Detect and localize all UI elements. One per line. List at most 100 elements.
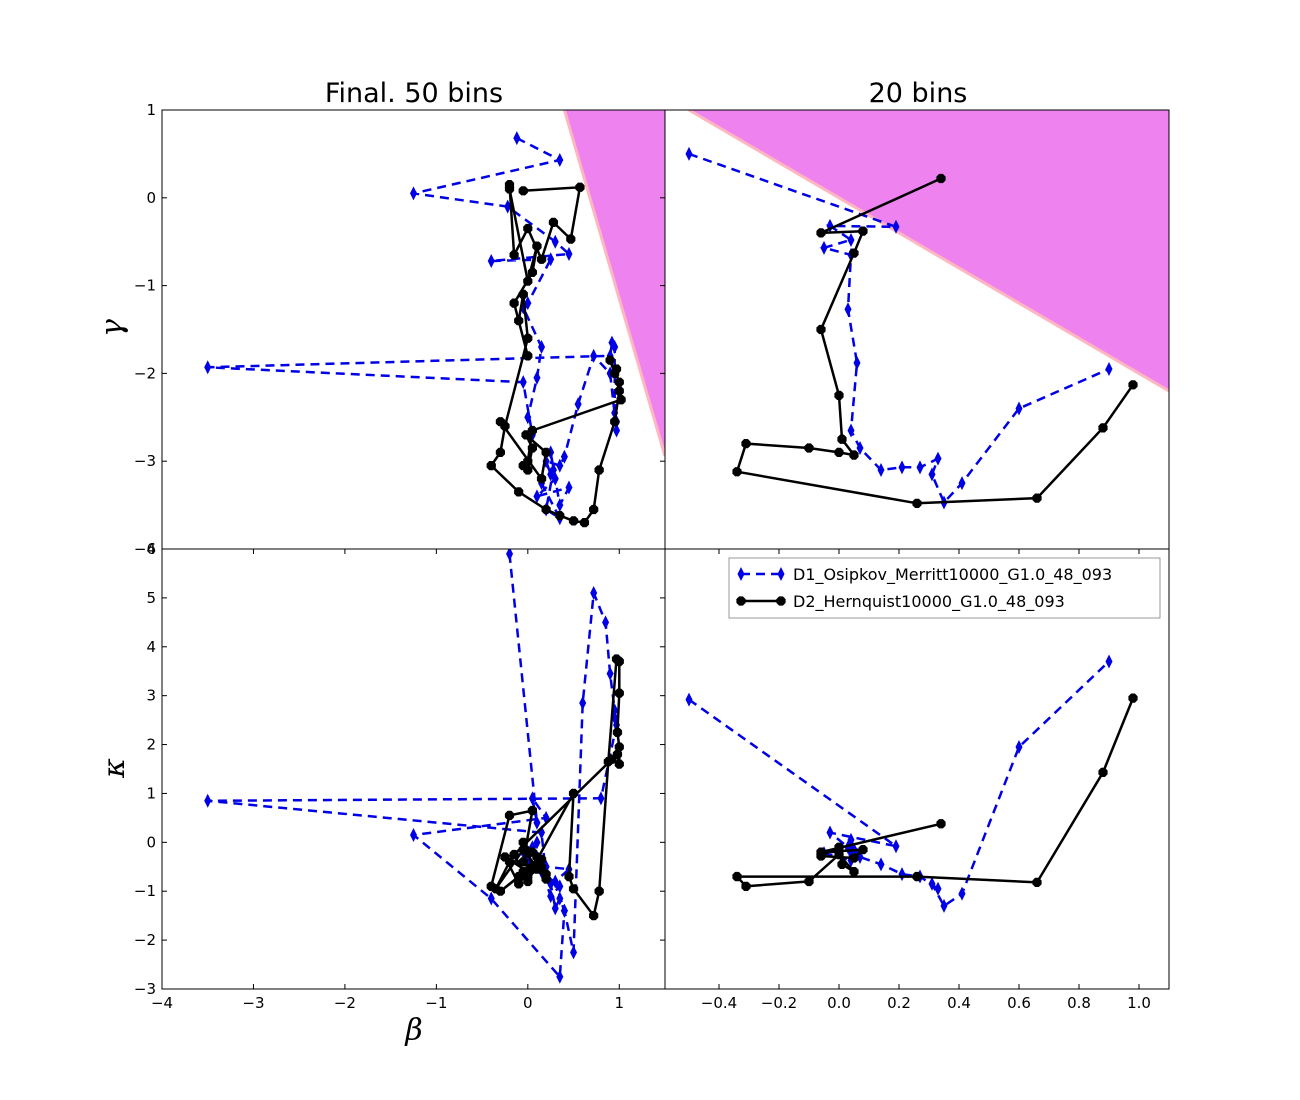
x-tick-label: 0.0 [827,994,851,1012]
data-point-series2 [614,688,624,698]
panel-frame [664,548,1170,990]
data-point-series1 [538,340,546,355]
y-tick-label: −2 [134,364,156,382]
data-point-series1 [560,903,568,918]
plot-area [685,110,1169,510]
data-point-series1 [556,891,564,906]
data-point-series2 [816,851,826,861]
data-point-series1 [602,615,610,630]
data-point-series2 [504,184,515,194]
x-tick-label: 1.0 [1127,994,1151,1012]
data-point-series2 [527,267,537,277]
legend-entry-series1 [737,567,785,581]
data-point-series2 [849,853,859,863]
data-point-series1 [570,945,578,960]
data-point-series1 [606,666,614,681]
data-point-series2 [514,316,524,326]
data-point-series2 [912,498,922,508]
data-point-series2 [509,250,519,260]
panel-title-right: 20 bins [869,78,968,109]
data-point-series1 [1105,362,1113,377]
legend-marker [737,567,745,581]
data-point-series1 [487,891,495,906]
data-point-series2 [521,430,531,440]
data-point-series2 [514,487,524,497]
data-point-series2 [1098,423,1108,433]
data-point-series1 [892,219,900,234]
data-point-series2 [741,439,751,449]
x-tick-label: 0.2 [887,994,911,1012]
data-point-series2 [527,847,537,857]
y-tick-label: −1 [134,277,156,295]
data-point-series1 [519,375,527,390]
data-point-series2 [527,443,537,453]
panel-top-right [664,109,1170,550]
data-point-series2 [523,223,533,234]
data-point-series1 [560,449,568,464]
data-point-series2 [607,754,617,764]
data-point-series1 [1015,401,1023,416]
data-point-series1 [1015,740,1023,754]
data-point-series1 [579,696,587,710]
forbidden-boundary-line [562,110,665,457]
data-point-series2 [509,849,519,860]
data-point-series2 [541,874,551,884]
data-point-series1 [204,793,212,808]
data-point-series1 [877,857,885,872]
data-point-series2 [1032,493,1042,503]
data-point-series2 [555,511,565,521]
data-point-series2 [912,871,922,882]
data-point-series1 [504,199,512,214]
panel-title-left: Final. 50 bins [325,78,503,109]
data-point-series2 [849,248,859,258]
legend-marker [736,596,746,606]
data-point-series1 [958,476,966,491]
data-point-series2 [523,276,533,286]
series-line-2 [734,697,1135,888]
data-point-series1 [556,498,564,513]
legend-marker [777,567,785,581]
data-point-series1 [1105,654,1113,669]
x-tick-label: 0.4 [947,994,971,1012]
data-point-series2 [579,518,590,528]
data-point-series2 [732,871,742,882]
x-tick-label: −4 [151,994,173,1012]
data-point-series2 [518,845,528,855]
data-point-series2 [523,333,533,343]
series-line-1 [207,553,618,980]
data-point-series2 [849,450,859,460]
plot-area [204,549,624,984]
y-tick-label: −2 [134,931,156,949]
data-point-series2 [612,727,623,737]
data-point-series1 [928,876,936,891]
x-tick-label: −3 [242,994,264,1012]
data-point-series2 [514,879,524,889]
data-point-series2 [849,867,859,877]
y-tick-label: 0 [146,833,156,851]
data-point-series2 [834,842,844,852]
data-point-series1 [547,889,555,904]
y-axis-label-kappa: κ [97,758,132,779]
panel-frame [161,548,666,990]
data-point-series2 [816,228,826,238]
x-tick-label: −2 [334,994,356,1012]
data-point-series2 [564,871,574,882]
data-point-series2 [834,849,844,860]
x-tick-label: −1 [425,994,447,1012]
data-point-series2 [804,876,814,887]
panel-top-left: −4 −3 −2 −1 0 1 [134,101,666,558]
legend-label-series2: D2_Hernquist10000_G1.0_48_093 [793,592,1065,612]
x-tick-label: 0.6 [1007,994,1031,1012]
data-point-series2 [614,656,624,667]
x-tick-label: −0.4 [701,994,737,1012]
y-tick-label: −3 [134,980,156,998]
series-line-1 [207,136,618,522]
data-point-series1 [533,835,541,850]
data-point-series1 [826,825,834,840]
y-tick-label: 1 [146,101,156,119]
x-tick-label: 0.8 [1067,994,1091,1012]
data-point-series2 [575,182,585,192]
data-point-series2 [518,837,528,847]
x-axis-label: β [404,1013,422,1048]
